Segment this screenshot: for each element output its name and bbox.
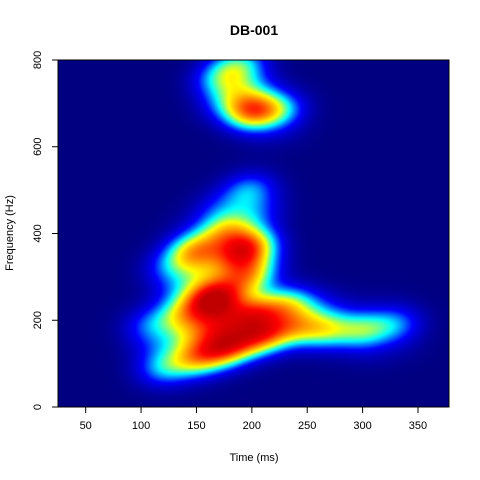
x-tick-label: 100 xyxy=(132,420,150,432)
x-tick-label: 200 xyxy=(243,420,261,432)
y-tick-label: 0 xyxy=(32,404,44,410)
x-tick-label: 150 xyxy=(187,420,205,432)
x-tick-label: 350 xyxy=(409,420,427,432)
y-tick-label: 400 xyxy=(32,224,44,242)
y-axis: 0 200 400 600 800 xyxy=(32,51,59,410)
x-axis-label: Time (ms) xyxy=(229,452,278,464)
x-tick-label: 300 xyxy=(353,420,371,432)
y-tick-label: 600 xyxy=(32,138,44,156)
y-axis-label: Frequency (Hz) xyxy=(4,195,16,271)
heatmap-image xyxy=(58,60,449,407)
y-tick-label: 800 xyxy=(32,51,44,69)
y-tick-label: 200 xyxy=(32,311,44,329)
x-tick-label: 250 xyxy=(298,420,316,432)
x-tick-label: 50 xyxy=(80,420,92,432)
chart-title: DB-001 xyxy=(230,22,278,38)
x-axis: 50 100 150 200 250 300 350 xyxy=(80,406,427,432)
